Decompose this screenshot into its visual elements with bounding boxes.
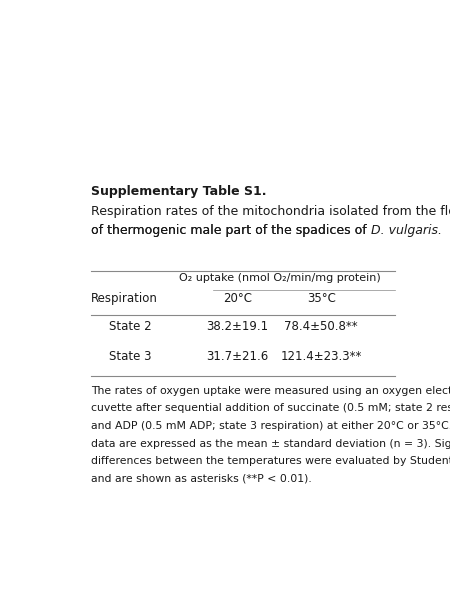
Text: 20°C: 20°C: [223, 292, 252, 305]
Text: D. vulgaris.: D. vulgaris.: [371, 224, 442, 237]
Text: 78.4±50.8**: 78.4±50.8**: [284, 320, 358, 332]
Text: Respiration: Respiration: [91, 292, 158, 305]
Text: and are shown as asterisks (**P < 0.01).: and are shown as asterisks (**P < 0.01).: [91, 473, 312, 484]
Text: of thermogenic male part of the spadices of: of thermogenic male part of the spadices…: [91, 224, 371, 237]
Text: Respiration rates of the mitochondria isolated from the florets: Respiration rates of the mitochondria is…: [91, 205, 450, 218]
Text: State 3: State 3: [108, 350, 151, 364]
Text: and ADP (0.5 mM ADP; state 3 respiration) at either 20°C or 35°C. The: and ADP (0.5 mM ADP; state 3 respiration…: [91, 421, 450, 431]
Text: The rates of oxygen uptake were measured using an oxygen electrode: The rates of oxygen uptake were measured…: [91, 386, 450, 396]
Text: cuvette after sequential addition of succinate (0.5 mM; state 2 respiration): cuvette after sequential addition of suc…: [91, 403, 450, 413]
Text: differences between the temperatures were evaluated by Student’s t-test: differences between the temperatures wer…: [91, 456, 450, 466]
Text: 31.7±21.6: 31.7±21.6: [207, 350, 269, 364]
Text: State 2: State 2: [108, 320, 151, 332]
Text: of thermogenic male part of the spadices of: of thermogenic male part of the spadices…: [91, 224, 371, 237]
Text: 35°C: 35°C: [307, 292, 336, 305]
Text: 121.4±23.3**: 121.4±23.3**: [281, 350, 362, 364]
Text: O₂ uptake (nmol O₂/min/mg protein): O₂ uptake (nmol O₂/min/mg protein): [179, 273, 380, 283]
Text: data are expressed as the mean ± standard deviation (n = 3). Significant: data are expressed as the mean ± standar…: [91, 439, 450, 449]
Text: 38.2±19.1: 38.2±19.1: [207, 320, 269, 332]
Text: Supplementary Table S1.: Supplementary Table S1.: [91, 185, 266, 198]
